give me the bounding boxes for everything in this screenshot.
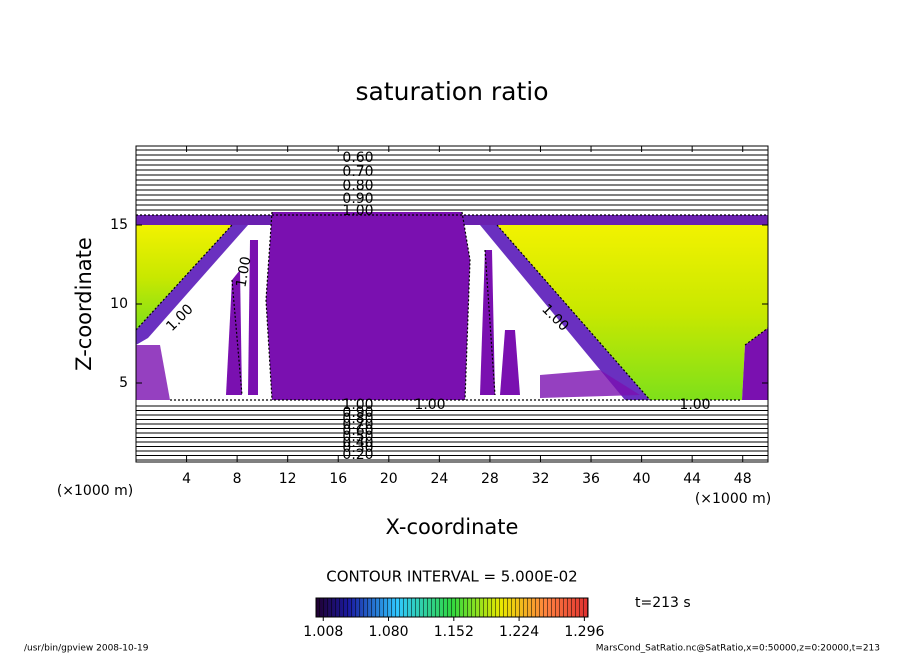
contour-label: 1.00 xyxy=(233,255,254,288)
contour-interval: CONTOUR INTERVAL = 5.000E-02 xyxy=(326,568,577,586)
contour-label: 0.60 xyxy=(342,150,373,166)
x-unit-left: (×1000 m) xyxy=(57,483,133,499)
contour-label: 0.90 xyxy=(342,405,373,421)
field xyxy=(136,212,768,400)
contour-lines xyxy=(135,149,769,461)
y-axis-label: Z-coordinate xyxy=(72,237,96,371)
contour-label: 0.80 xyxy=(342,411,373,427)
field-region xyxy=(248,240,258,395)
x-tick-label: 20 xyxy=(380,471,398,487)
field-region xyxy=(136,345,170,400)
contour-label: 0.70 xyxy=(342,164,373,180)
contour-line xyxy=(496,224,651,401)
contour-label: 0.60 xyxy=(342,423,373,439)
x-tick-label: 8 xyxy=(233,471,242,487)
contour-label: 1.00 xyxy=(414,397,445,413)
contour-label: 0.20 xyxy=(342,447,373,463)
field-region xyxy=(226,270,242,395)
x-unit: (×1000 m) xyxy=(695,491,771,507)
footer-right: MarsCond_SatRatio.nc@SatRatio,x=0:50000,… xyxy=(596,644,880,654)
contour-label: 0.80 xyxy=(342,178,373,194)
x-tick-label: 28 xyxy=(481,471,499,487)
y-tick-label: 15 xyxy=(110,217,128,233)
x-tick-label: 40 xyxy=(633,471,651,487)
x-tick-label: 44 xyxy=(683,471,701,487)
contour-label: 0.50 xyxy=(342,429,373,445)
colorbar-tick-label: 1.296 xyxy=(564,624,604,640)
contour-line xyxy=(461,211,471,401)
field-region xyxy=(500,330,520,395)
field-region xyxy=(480,250,495,395)
contour-line xyxy=(484,249,496,396)
y-tick-label: 5 xyxy=(119,375,128,391)
time-label: t=213 s xyxy=(635,595,691,611)
field-region xyxy=(266,212,470,400)
field-region xyxy=(480,225,650,400)
colorbar-tick-label: 1.080 xyxy=(368,624,408,640)
field-region xyxy=(742,328,768,400)
field-region xyxy=(136,225,248,345)
y-tick-label: 10 xyxy=(110,296,128,312)
x-tick-label: 24 xyxy=(430,471,448,487)
contour-label: 1.00 xyxy=(679,397,710,413)
contour-label: 0.40 xyxy=(342,435,373,451)
x-tick-label: 48 xyxy=(734,471,752,487)
x-axis-label: X-coordinate xyxy=(386,515,519,539)
chart-title: saturation ratio xyxy=(355,77,548,106)
contour-label: 0.90 xyxy=(342,191,373,207)
contour-label: 1.00 xyxy=(342,203,373,219)
contour-line xyxy=(231,279,243,396)
footer-left: /usr/bin/gpview 2008-10-19 xyxy=(24,644,149,654)
x-tick-label: 4 xyxy=(182,471,191,487)
contour-line xyxy=(744,327,769,346)
x-tick-label: 32 xyxy=(532,471,550,487)
contour-line xyxy=(265,211,273,401)
contour-label: 0.70 xyxy=(342,417,373,433)
x-tick-label: 36 xyxy=(582,471,600,487)
contour-label: 1.00 xyxy=(342,397,373,413)
contour-label: 0.30 xyxy=(342,440,373,456)
x-tick-label: 12 xyxy=(279,471,297,487)
field-region xyxy=(497,225,768,400)
x-tick-label: 16 xyxy=(329,471,347,487)
field-region xyxy=(540,370,640,398)
colorbar-tick-label: 1.152 xyxy=(434,624,474,640)
colorbar-frame xyxy=(315,597,589,618)
colorbar-tick-label: 1.008 xyxy=(303,624,343,640)
colorbar-tick-label: 1.224 xyxy=(499,624,539,640)
